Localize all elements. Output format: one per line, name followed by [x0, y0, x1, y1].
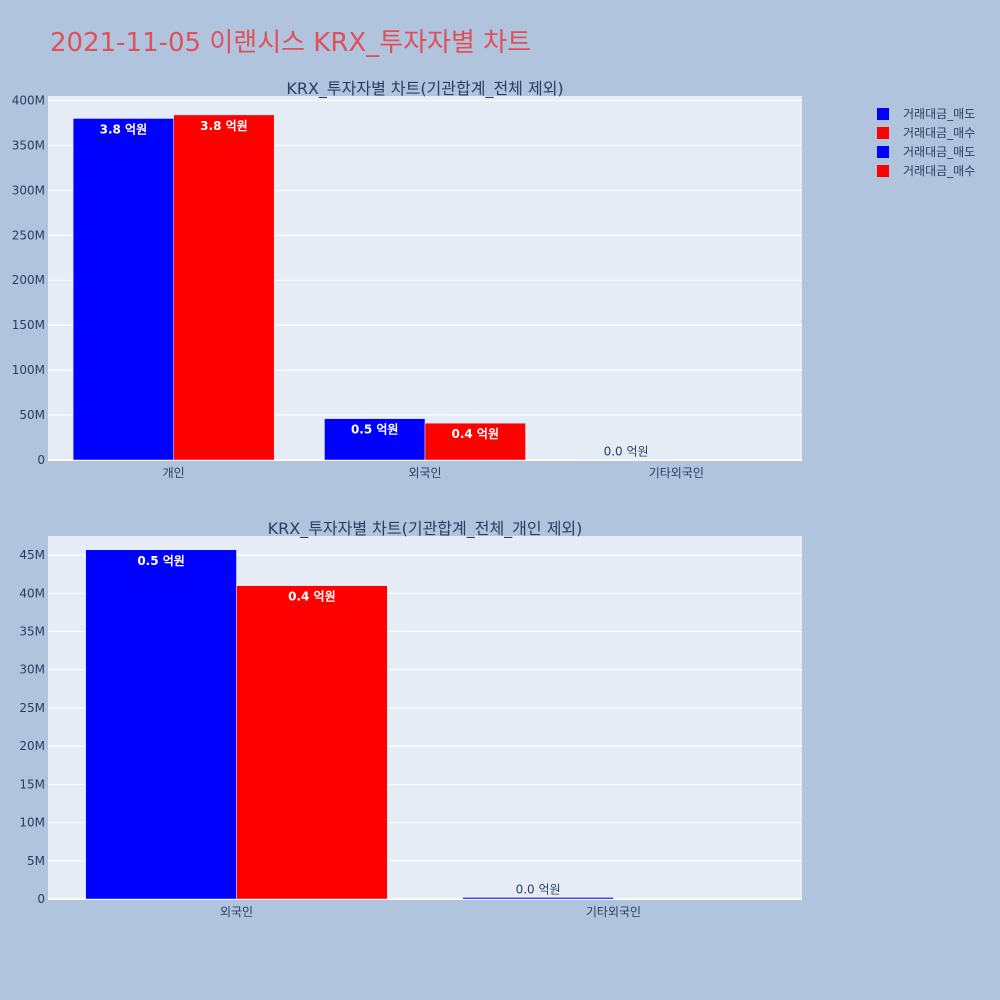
bar [173, 114, 275, 461]
legend-swatch [877, 165, 889, 177]
legend-label: 거래대금_매수 [903, 126, 975, 140]
y-tick-label: 300M [12, 183, 45, 197]
y-tick-label: 200M [12, 273, 45, 287]
bar-value-label: 3.8 억원 [200, 119, 248, 133]
legend-label: 거래대금_매수 [903, 164, 975, 178]
chart-title: KRX_투자자별 차트(기관합계_전체 제외) [286, 79, 563, 99]
legend-swatch [877, 146, 889, 158]
bar [72, 118, 174, 461]
legend-label: 거래대금_매도 [903, 107, 975, 121]
x-tick-label: 외국인 [408, 466, 441, 480]
y-tick-label: 35M [19, 625, 45, 639]
bar [85, 549, 237, 900]
y-tick-label: 100M [12, 363, 45, 377]
x-tick-label: 기타외국인 [586, 905, 641, 919]
y-tick-label: 20M [19, 739, 45, 753]
bar [324, 418, 426, 461]
bar-value-label: 0.4 억원 [288, 590, 336, 604]
x-tick-label: 개인 [163, 466, 185, 480]
legend-swatch [877, 127, 889, 139]
bar-value-label: 0.5 억원 [351, 423, 399, 437]
y-tick-label: 5M [27, 854, 45, 868]
bar [424, 422, 526, 461]
x-tick-label: 외국인 [220, 905, 253, 919]
bar-value-label: 3.8 억원 [100, 122, 148, 136]
y-tick-label: 50M [19, 408, 45, 422]
y-tick-label: 15M [19, 777, 45, 791]
y-tick-label: 25M [19, 701, 45, 715]
page-title: 2021-11-05 이랜시스 KRX_투자자별 차트 [50, 28, 532, 58]
y-tick-label: 350M [12, 138, 45, 152]
x-tick-label: 기타외국인 [649, 466, 704, 480]
y-tick-label: 40M [19, 586, 45, 600]
y-tick-label: 0 [37, 453, 45, 467]
bar-value-label: 0.0 억원 [604, 445, 649, 459]
legend-label: 거래대금_매도 [903, 145, 975, 159]
bar-value-label: 0.0 억원 [516, 882, 561, 896]
y-tick-label: 10M [19, 816, 45, 830]
y-tick-label: 30M [19, 663, 45, 677]
y-tick-label: 150M [12, 318, 45, 332]
y-tick-label: 45M [19, 548, 45, 562]
y-tick-label: 250M [12, 228, 45, 242]
y-tick-label: 0 [37, 892, 45, 906]
chart-title: KRX_투자자별 차트(기관합계_전체_개인 제외) [268, 519, 583, 539]
bar-value-label: 0.4 억원 [452, 427, 500, 441]
y-tick-label: 400M [12, 93, 45, 107]
legend-swatch [877, 108, 889, 120]
bar [462, 897, 614, 900]
bar-value-label: 0.5 억원 [137, 554, 185, 568]
bar [236, 585, 388, 900]
